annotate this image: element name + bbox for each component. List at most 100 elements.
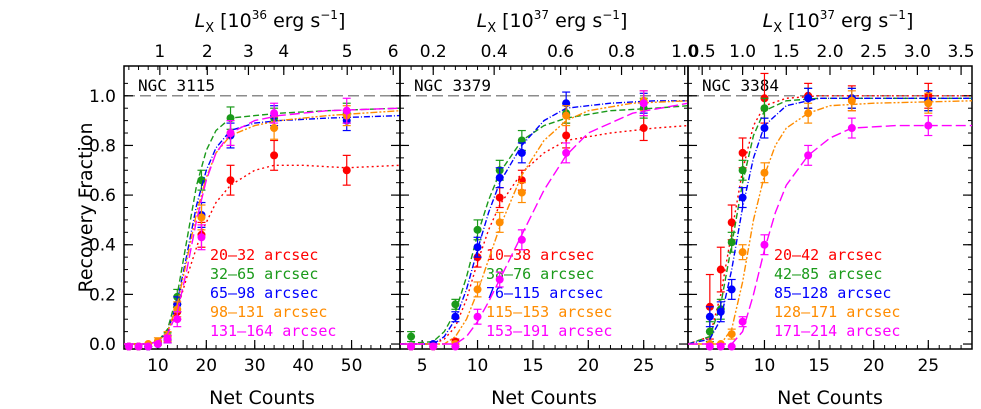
x-tick-label: 50 [341,356,363,376]
data-point [716,265,725,274]
data-point [760,240,769,249]
data-point [473,312,482,321]
top-tick-label: 0.6 [547,42,574,62]
y-tick-label: 0.6 [89,186,116,206]
x-tick-label: 25 [633,356,655,376]
legend-entry: 32–65 arcsec [210,265,318,283]
data-point [727,238,736,247]
data-point [639,99,648,108]
data-point [716,307,725,316]
x-axis-label: Net Counts [209,387,315,409]
top-tick-label: 0.5 [689,42,716,62]
y-tick-label: 0.8 [89,136,116,156]
data-point [451,342,460,351]
series-curve [124,110,401,345]
series-4 [688,90,973,349]
series-curve [687,95,972,345]
data-point [517,148,526,157]
data-point [270,109,279,118]
data-point [342,166,351,175]
legend-entry: 171–214 arcsec [774,322,900,340]
data-point [562,148,571,157]
data-point [804,94,813,103]
data-point [727,342,736,351]
data-point [705,342,714,351]
top-axis-symbol: L [195,10,206,32]
x-axis-label: Net Counts [491,387,597,409]
data-point [495,218,504,227]
top-tick-label: 3.0 [904,42,931,62]
x-tick-label: 15 [522,356,544,376]
data-point [451,312,460,321]
data-point [495,193,504,202]
top-tick-label: 0.2 [420,42,447,62]
series-curve [399,105,689,345]
top-axis-close: ] [338,10,345,32]
top-axis-label: LX [1037 erg s−1] [763,8,914,36]
data-point [173,315,182,324]
series-curve [124,107,401,345]
x-tick-label: 10 [467,356,489,376]
top-axis-exponent: 37 [820,8,835,22]
x-tick-label: 40 [292,356,314,376]
data-point [197,213,206,222]
data-point [473,243,482,252]
top-axis-label: LX [1036 erg s−1] [195,8,346,36]
top-axis-close: ] [906,10,913,32]
series-curve [687,97,972,345]
top-axis-units: [10 [496,10,534,32]
data-point [144,342,153,351]
x-tick-label: 10 [754,356,776,376]
data-point [738,248,747,257]
data-point [924,99,933,108]
panel-title: NGC 3115 [138,76,215,95]
data-point [738,166,747,175]
data-point [495,173,504,182]
top-axis-exponent: 36 [252,8,267,22]
panel-title: NGC 3384 [702,76,779,95]
top-axis-neg-exponent: −1 [602,8,620,22]
data-point [705,327,714,336]
data-point [124,342,133,351]
top-axis-neg-exponent: −1 [888,8,906,22]
top-axis-subscript: X [773,21,782,36]
series-5 [400,90,689,351]
data-point [407,332,416,341]
legend-entry: 42–85 arcsec [774,265,882,283]
panel-1: 10 20 30 40 50 Net Counts 1 2 3 4 5 6 LX [1036 erg s… [89,8,401,409]
top-axis-units-post: erg s [835,10,888,32]
top-axis-units-post: erg s [267,10,320,32]
legend-entry: 76–115 arcsec [486,284,603,302]
legend-entry: 10–38 arcsec [486,246,594,264]
series-curve [688,124,972,345]
top-axis-exponent: 37 [534,8,549,22]
y-axis-label: Recovery Fraction [75,123,97,293]
data-point [197,233,206,242]
top-tick-label: 2.0 [816,42,843,62]
data-point [407,342,416,351]
y-tick-label: 0.4 [89,236,116,256]
data-point [738,317,747,326]
data-point [847,124,856,133]
top-tick-label: 1.5 [773,42,800,62]
top-tick-label: 1.0 [671,42,698,62]
legend-entry: 38–76 arcsec [486,265,594,283]
data-point [153,340,162,349]
legend-entry: 128–171 arcsec [774,303,900,321]
y-tick-label: 1.0 [89,87,116,107]
data-point [429,342,438,351]
top-axis-close: ] [620,10,627,32]
data-point [727,330,736,339]
data-point [804,109,813,118]
top-tick-label: 6 [388,42,399,62]
top-tick-label: 0.4 [481,42,508,62]
data-point [760,168,769,177]
top-tick-label: 3 [243,42,254,62]
top-tick-label: 5 [342,42,353,62]
data-point [226,129,235,138]
x-tick-label: 30 [244,356,266,376]
top-tick-label: 3.5 [948,42,975,62]
data-point [716,342,725,351]
